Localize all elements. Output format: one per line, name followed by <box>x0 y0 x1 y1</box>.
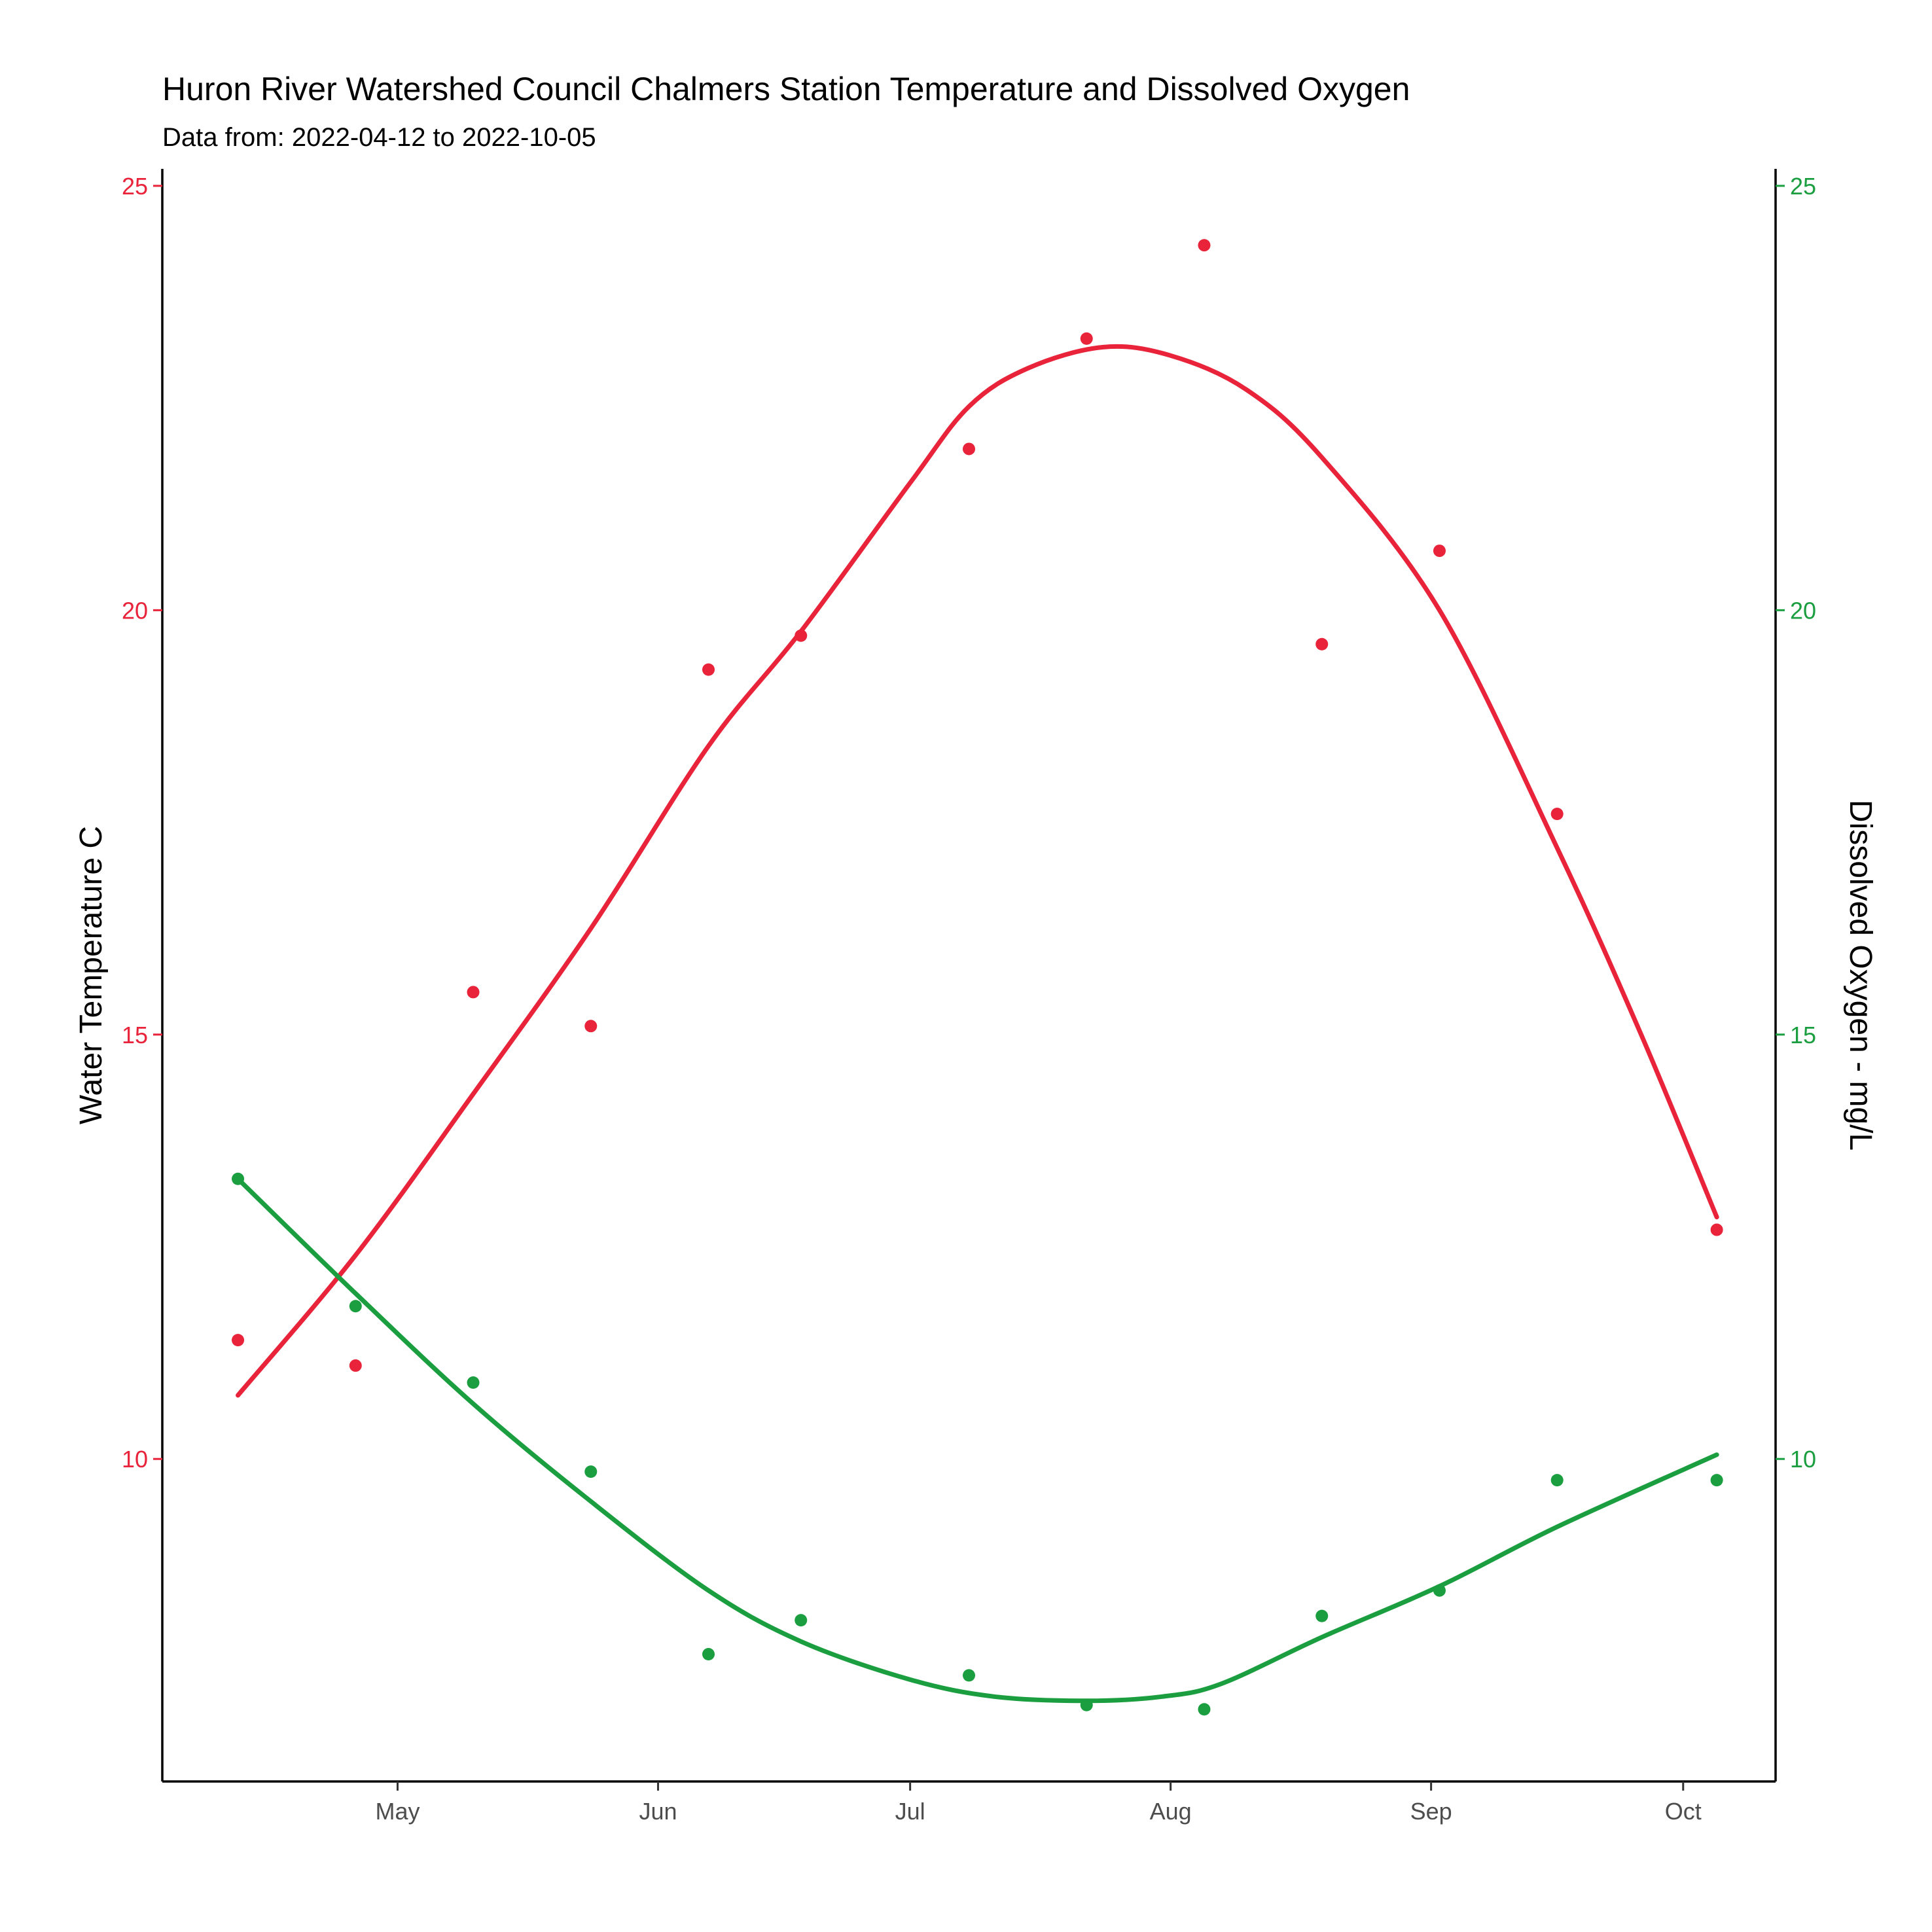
fit-lines-layer <box>236 344 1719 1704</box>
temperature-point <box>1433 545 1446 558</box>
oxygen-point <box>795 1614 808 1627</box>
chart-title: Huron River Watershed Council Chalmers S… <box>162 71 1410 107</box>
y-right-tick-label: 10 <box>1790 1446 1816 1473</box>
oxygen-point <box>702 1647 715 1660</box>
temperature-point <box>702 663 715 676</box>
oxygen-smooth-line <box>236 1176 1719 1704</box>
temperature-point <box>467 986 480 999</box>
temperature-point <box>584 1020 598 1033</box>
ticks-layer: May Jun Jul Aug Sep Oct 10 10 15 15 20 20 25 25 <box>122 173 1816 1825</box>
y-right-tick-label: 25 <box>1790 173 1816 200</box>
oxygen-point <box>232 1172 245 1185</box>
oxygen-point <box>584 1465 598 1478</box>
temperature-smooth-line <box>236 344 1719 1398</box>
y-left-tick-label: 15 <box>122 1022 148 1048</box>
x-tick-label: Aug <box>1150 1798 1192 1825</box>
oxygen-point <box>1198 1703 1211 1716</box>
y-left-tick-label: 20 <box>122 597 148 624</box>
oxygen-point <box>1550 1474 1564 1487</box>
oxygen-point <box>1710 1474 1723 1487</box>
oxygen-point <box>1080 1698 1093 1711</box>
points-layer <box>232 239 1723 1716</box>
oxygen-point <box>1315 1609 1329 1622</box>
temperature-point <box>1315 637 1329 651</box>
chart-subtitle: Data from: 2022-04-12 to 2022-10-05 <box>162 123 596 152</box>
temperature-point <box>1550 808 1564 821</box>
temperature-point <box>232 1334 245 1347</box>
y-right-tick-label: 20 <box>1790 597 1816 624</box>
y-axis-right-title: Dissolved Oxygen - mg/L <box>1843 800 1878 1151</box>
temperature-point <box>1198 239 1211 252</box>
x-tick-label: Jul <box>895 1798 925 1825</box>
temperature-point <box>963 442 975 456</box>
oxygen-point <box>1433 1584 1446 1597</box>
temperature-point <box>349 1359 362 1372</box>
oxygen-point <box>963 1669 975 1682</box>
temperature-point <box>1710 1223 1723 1236</box>
y-left-tick-label: 25 <box>122 173 148 200</box>
y-left-tick-label: 10 <box>122 1446 148 1473</box>
x-tick-label: Jun <box>639 1798 677 1825</box>
temperature-point <box>1080 332 1093 345</box>
x-tick-label: Sep <box>1410 1798 1452 1825</box>
oxygen-point <box>349 1300 362 1313</box>
y-right-tick-label: 15 <box>1790 1022 1816 1048</box>
temperature-point <box>795 629 808 642</box>
oxygen-point <box>467 1376 480 1389</box>
y-axis-left-title: Water Temperature C <box>74 826 109 1124</box>
x-tick-label: Oct <box>1665 1798 1702 1825</box>
x-tick-label: May <box>375 1798 420 1825</box>
